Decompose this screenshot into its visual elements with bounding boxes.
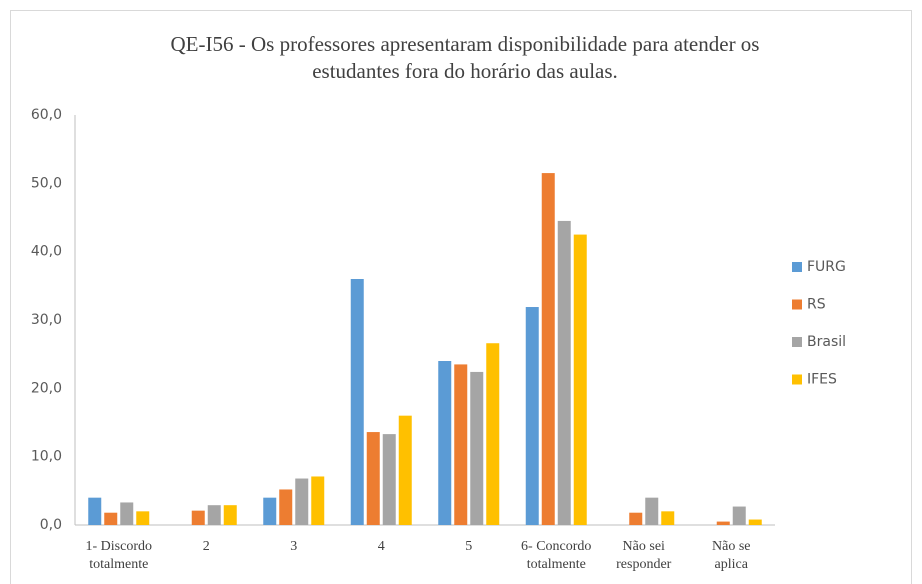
bar [104, 512, 118, 525]
bar [207, 505, 221, 525]
bar [398, 415, 412, 525]
bar [223, 505, 237, 525]
x-tick-label: 1- Discordo [86, 539, 153, 554]
bar [438, 361, 452, 525]
x-tick-label: totalmente [89, 557, 148, 572]
x-tick-label: 4 [378, 539, 385, 554]
bar [88, 497, 102, 525]
bar [661, 511, 675, 525]
y-tick-label: 20,0 [31, 380, 62, 396]
x-tick-label: Não sei [623, 539, 665, 554]
bar [136, 511, 150, 525]
bar [120, 502, 134, 525]
x-tick-label: 5 [465, 539, 472, 554]
y-tick-label: 10,0 [31, 449, 62, 465]
legend-label: IFES [807, 372, 837, 388]
bar [748, 519, 762, 525]
y-tick-label: 50,0 [31, 175, 62, 191]
x-tick-label: Não se [712, 539, 751, 554]
x-tick-label: aplica [715, 557, 749, 572]
bar [732, 506, 746, 525]
y-tick-label: 30,0 [31, 312, 62, 328]
chart-title: QE-I56 - Os professores apresentaram dis… [171, 32, 760, 56]
bar [454, 364, 468, 525]
x-tick-label: 3 [290, 539, 297, 554]
bar [366, 432, 380, 525]
bar [716, 521, 730, 525]
bar [191, 510, 205, 525]
x-tick-label: totalmente [527, 557, 586, 572]
bar [382, 434, 396, 525]
x-tick-label: responder [616, 557, 672, 572]
legend-swatch [792, 262, 802, 272]
legend-swatch [792, 374, 802, 385]
legend-label: FURG [807, 259, 846, 275]
x-tick-label: 2 [203, 539, 210, 554]
bar [350, 279, 364, 525]
bar [645, 497, 659, 525]
bar [573, 234, 587, 526]
chart-title: estudantes fora do horário das aulas. [312, 59, 618, 83]
bar [525, 307, 539, 525]
bar [470, 371, 484, 525]
x-tick-label: 6- Concordo [521, 539, 591, 554]
y-tick-label: 60,0 [31, 107, 62, 123]
bar [311, 476, 325, 525]
bar [295, 478, 309, 525]
y-tick-label: 40,0 [31, 244, 62, 260]
bar [541, 173, 555, 526]
legend-swatch [792, 299, 802, 310]
legend-label: Brasil [807, 334, 846, 350]
bar [279, 489, 293, 525]
bar [486, 343, 500, 525]
y-tick-label: 0,0 [40, 517, 62, 533]
legend-swatch [792, 337, 802, 347]
bar [263, 497, 277, 525]
bar [629, 512, 643, 525]
bar [557, 220, 571, 525]
legend-label: RS [807, 297, 826, 313]
